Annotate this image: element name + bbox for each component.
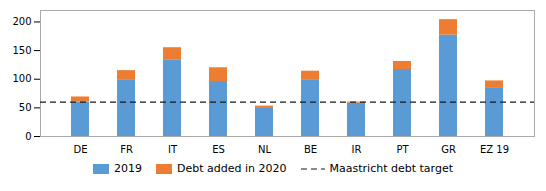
html-text:Debt added in 2020: Debt added in 2020 — [177, 162, 287, 175]
svg-text:100: 100 — [12, 73, 31, 84]
html-text:Maastricht debt target: Maastricht debt target — [329, 162, 453, 175]
svg-text:IR: IR — [352, 144, 362, 155]
svg-text:ES: ES — [212, 144, 225, 155]
svg-text:EZ 19: EZ 19 — [480, 144, 509, 155]
svg-text:DE: DE — [73, 144, 87, 155]
svg-text:50: 50 — [19, 102, 32, 113]
svg-text:GR: GR — [441, 144, 456, 155]
svg-text:PT: PT — [396, 144, 409, 155]
svg-text:BE: BE — [304, 144, 317, 155]
svg-text:150: 150 — [12, 45, 31, 56]
svg-text:NL: NL — [258, 144, 271, 155]
svg-text:IT: IT — [168, 144, 178, 155]
svg-text:0: 0 — [25, 131, 31, 142]
html-text:2019: 2019 — [114, 162, 142, 175]
svg-text:FR: FR — [120, 144, 133, 155]
svg-text:200: 200 — [12, 16, 31, 27]
